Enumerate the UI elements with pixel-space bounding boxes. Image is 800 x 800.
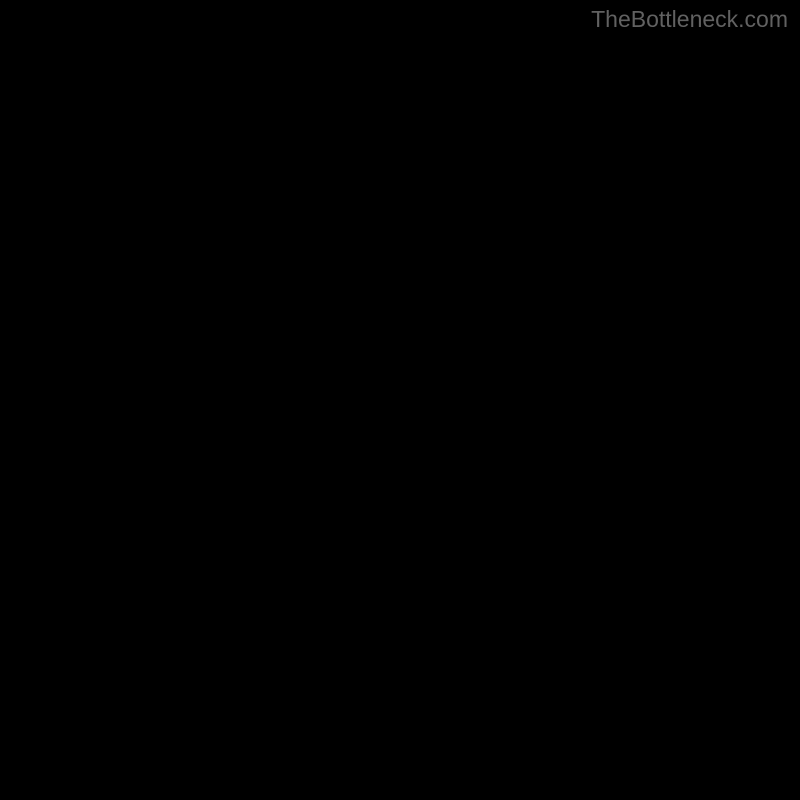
watermark-text: TheBottleneck.com [591,6,788,33]
bottleneck-heatmap [33,33,767,767]
